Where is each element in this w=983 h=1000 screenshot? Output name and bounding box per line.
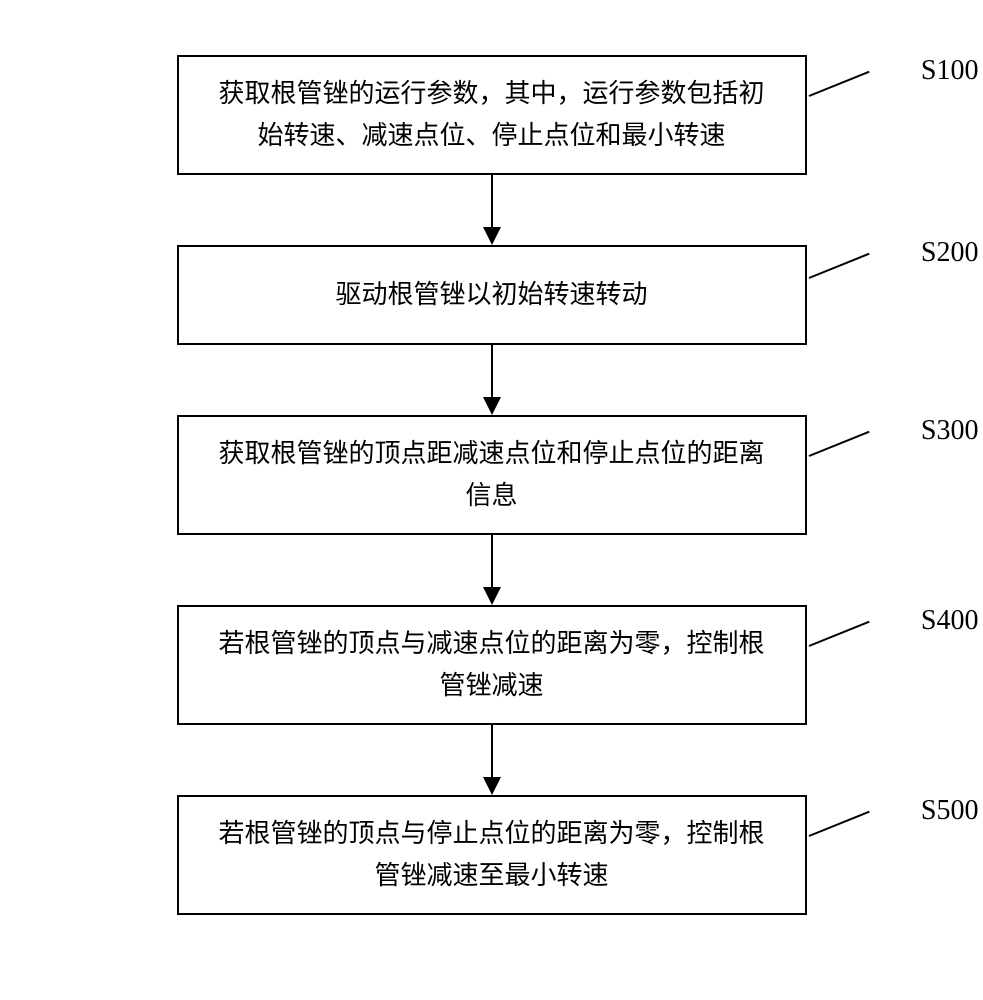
step-s300-text: 获取根管锉的顶点距减速点位和停止点位的距离信息 [209,433,775,516]
step-s100-text: 获取根管锉的运行参数，其中，运行参数包括初始转速、减速点位、停止点位和最小转速 [209,73,775,156]
step-s500-label: S500 [921,795,979,827]
step-s200-box: 驱动根管锉以初始转速转动 [177,245,807,345]
step-s400-text: 若根管锉的顶点与减速点位的距离为零，控制根管锉减速 [209,623,775,706]
arrow-4-head [483,777,501,795]
step-s400-connector [808,621,869,647]
step-s300-box: 获取根管锉的顶点距减速点位和停止点位的距离信息 [177,415,807,535]
flowchart-container: 获取根管锉的运行参数，其中，运行参数包括初始转速、减速点位、停止点位和最小转速 … [0,0,983,915]
step-s300-label: S300 [921,415,979,447]
step-s200-connector [808,253,869,279]
step-s200-label: S200 [921,237,979,269]
step-s200-text: 驱动根管锉以初始转速转动 [335,274,647,316]
step-s100-connector [808,71,869,97]
arrow-2-head [483,397,501,415]
arrow-1-line [491,175,493,227]
step-s300-wrapper: 获取根管锉的顶点距减速点位和停止点位的距离信息 S300 [177,415,807,535]
step-s100-label: S100 [921,55,979,87]
arrow-2 [483,345,501,415]
step-s400-label: S400 [921,605,979,637]
step-s500-connector [808,811,869,837]
arrow-3-head [483,587,501,605]
step-s400-box: 若根管锉的顶点与减速点位的距离为零，控制根管锉减速 [177,605,807,725]
step-s500-text: 若根管锉的顶点与停止点位的距离为零，控制根管锉减速至最小转速 [209,813,775,896]
step-s500-box: 若根管锉的顶点与停止点位的距离为零，控制根管锉减速至最小转速 [177,795,807,915]
arrow-3-line [491,535,493,587]
step-s400-wrapper: 若根管锉的顶点与减速点位的距离为零，控制根管锉减速 S400 [177,605,807,725]
arrow-1-head [483,227,501,245]
step-s100-wrapper: 获取根管锉的运行参数，其中，运行参数包括初始转速、减速点位、停止点位和最小转速 … [177,55,807,175]
step-s500-wrapper: 若根管锉的顶点与停止点位的距离为零，控制根管锉减速至最小转速 S500 [177,795,807,915]
arrow-2-line [491,345,493,397]
arrow-4-line [491,725,493,777]
step-s100-box: 获取根管锉的运行参数，其中，运行参数包括初始转速、减速点位、停止点位和最小转速 [177,55,807,175]
step-s300-connector [808,431,869,457]
arrow-3 [483,535,501,605]
arrow-1 [483,175,501,245]
step-s200-wrapper: 驱动根管锉以初始转速转动 S200 [177,245,807,345]
arrow-4 [483,725,501,795]
